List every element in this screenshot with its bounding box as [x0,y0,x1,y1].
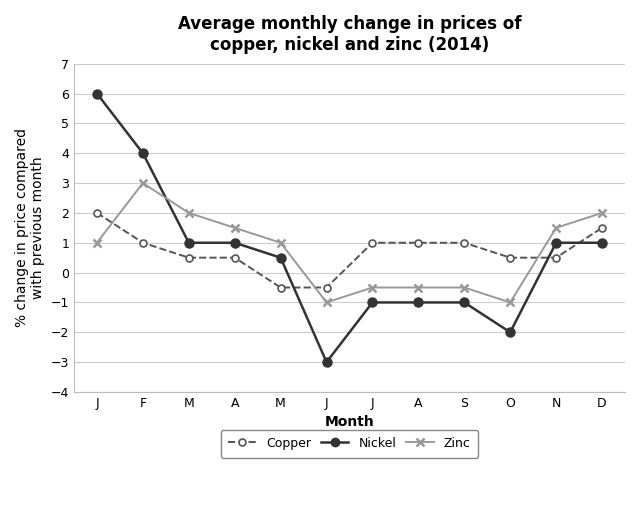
Y-axis label: % change in price compared
with previous month: % change in price compared with previous… [15,128,45,327]
X-axis label: Month: Month [324,415,374,430]
Title: Average monthly change in prices of
copper, nickel and zinc (2014): Average monthly change in prices of copp… [178,15,521,54]
Legend: Copper, Nickel, Zinc: Copper, Nickel, Zinc [221,430,478,458]
